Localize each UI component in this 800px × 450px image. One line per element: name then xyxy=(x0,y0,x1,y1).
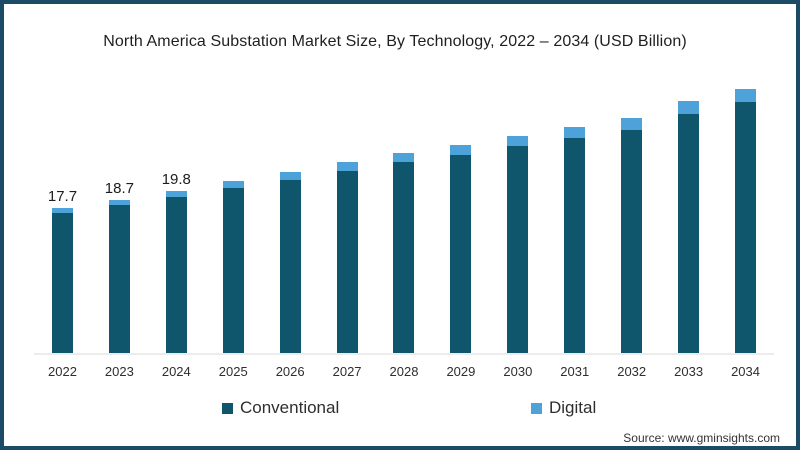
conventional-segment-2033 xyxy=(678,113,700,353)
chart-title: North America Substation Market Size, By… xyxy=(103,33,687,50)
digital-segment-2025 xyxy=(222,180,244,189)
digital-segment-2029 xyxy=(450,144,472,155)
x-tick-2028: 2028 xyxy=(389,364,419,379)
legend-item-digital: Digital xyxy=(531,398,596,418)
conventional-segment-2029 xyxy=(450,154,472,353)
conventional-segment-2034 xyxy=(735,102,757,353)
x-tick-2032: 2032 xyxy=(617,364,647,379)
digital-swatch-icon xyxy=(531,402,542,414)
conventional-segment-2032 xyxy=(621,129,643,353)
plot-area: 17.7 18.7 19.8 xyxy=(34,61,774,355)
bar-group-2027 xyxy=(319,61,376,353)
conventional-segment-2026 xyxy=(279,179,301,353)
conventional-segment-2031 xyxy=(564,138,586,353)
bar-group-2022: 17.7 xyxy=(34,61,91,353)
legend-label-conventional: Conventional xyxy=(240,398,340,417)
bar-group-2030 xyxy=(489,61,546,353)
digital-segment-2028 xyxy=(393,152,415,162)
bar-group-2032 xyxy=(603,61,660,353)
x-tick-2025: 2025 xyxy=(218,364,248,379)
digital-segment-2024 xyxy=(165,190,187,198)
legend-label-digital: Digital xyxy=(549,398,597,417)
x-tick-2022: 2022 xyxy=(48,364,77,379)
conventional-segment-2030 xyxy=(507,146,529,353)
conventional-segment-2025 xyxy=(222,188,244,353)
conventional-swatch-icon xyxy=(222,402,233,414)
legend: Conventional Digital xyxy=(4,398,796,418)
bar-group-2024: 19.8 xyxy=(148,61,205,353)
digital-segment-2027 xyxy=(336,161,358,171)
bar-group-2033 xyxy=(660,61,717,353)
digital-segment-2023 xyxy=(108,199,130,206)
digital-segment-2022 xyxy=(51,207,73,213)
digital-segment-2034 xyxy=(735,88,757,102)
bar-group-2031 xyxy=(546,61,603,353)
digital-segment-2031 xyxy=(564,127,586,139)
conventional-segment-2023 xyxy=(108,205,130,353)
value-label-2023: 18.7 xyxy=(104,179,134,197)
digital-segment-2030 xyxy=(507,135,529,147)
digital-segment-2033 xyxy=(678,101,700,114)
x-axis: 2022 2023 2024 2025 2026 2027 2028 2029 2030 2031… xyxy=(34,364,774,379)
bar-group-2029 xyxy=(432,61,489,353)
conventional-segment-2027 xyxy=(336,170,358,353)
conventional-segment-2028 xyxy=(393,161,415,353)
x-tick-2027: 2027 xyxy=(332,364,362,379)
bar-group-2028 xyxy=(376,61,433,353)
conventional-segment-2022 xyxy=(51,212,73,353)
bar-group-2023: 18.7 xyxy=(91,61,148,353)
legend-item-conventional: Conventional xyxy=(222,398,339,418)
source-note: Source: www.gminsights.com xyxy=(623,431,780,445)
x-tick-2023: 2023 xyxy=(104,364,134,379)
x-tick-2029: 2029 xyxy=(446,364,476,379)
x-tick-2031: 2031 xyxy=(560,364,590,379)
conventional-segment-2024 xyxy=(165,197,187,353)
digital-segment-2026 xyxy=(279,171,301,180)
bar-group-2026 xyxy=(262,61,319,353)
digital-segment-2032 xyxy=(621,118,643,130)
x-tick-2030: 2030 xyxy=(503,364,533,379)
bar-group-2025 xyxy=(205,61,262,353)
x-tick-2026: 2026 xyxy=(275,364,305,379)
value-label-2024: 19.8 xyxy=(161,170,191,188)
x-tick-2033: 2033 xyxy=(674,364,704,379)
x-tick-2024: 2024 xyxy=(161,364,191,379)
bar-group-2034 xyxy=(717,61,774,353)
x-tick-2034: 2034 xyxy=(731,364,760,379)
value-label-2022: 17.7 xyxy=(47,187,78,205)
